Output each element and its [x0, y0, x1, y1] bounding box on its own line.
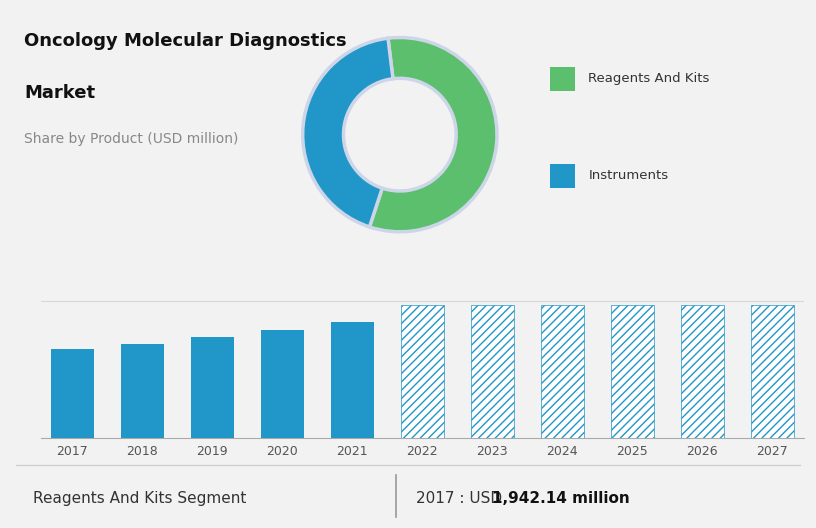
- Text: Share by Product (USD million): Share by Product (USD million): [24, 132, 239, 146]
- Bar: [51, 350, 94, 438]
- Bar: [471, 305, 514, 438]
- Bar: [401, 305, 444, 438]
- Text: Reagents And Kits: Reagents And Kits: [588, 72, 710, 86]
- Bar: [540, 305, 584, 438]
- Bar: [610, 305, 654, 438]
- Bar: [330, 322, 374, 438]
- Bar: [260, 330, 304, 438]
- Text: Market: Market: [24, 84, 95, 102]
- Wedge shape: [303, 38, 393, 227]
- Bar: [121, 344, 164, 438]
- Text: Instruments: Instruments: [588, 169, 668, 183]
- Bar: [191, 337, 234, 438]
- Text: 1,942.14 million: 1,942.14 million: [492, 491, 630, 506]
- Text: Reagents And Kits Segment: Reagents And Kits Segment: [33, 491, 246, 506]
- Text: Oncology Molecular Diagnostics: Oncology Molecular Diagnostics: [24, 32, 347, 50]
- Text: 2017 : USD: 2017 : USD: [416, 491, 508, 506]
- Bar: [681, 305, 724, 438]
- Wedge shape: [370, 37, 497, 232]
- Bar: [550, 164, 574, 188]
- Bar: [550, 67, 574, 91]
- Bar: [751, 305, 794, 438]
